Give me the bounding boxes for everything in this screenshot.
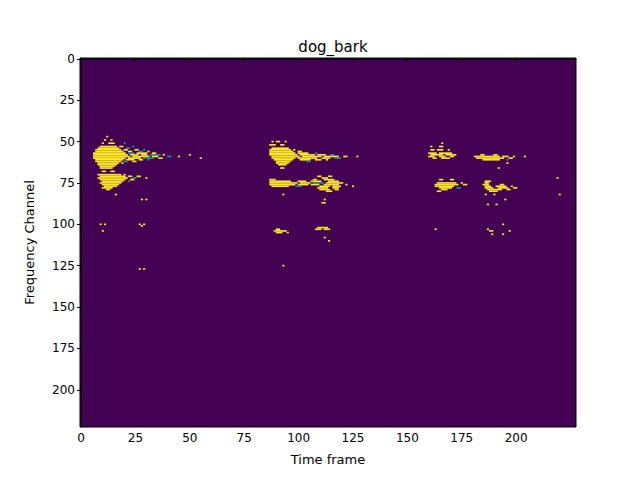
svg-text:50: 50	[182, 431, 197, 445]
svg-text:75: 75	[237, 431, 252, 445]
svg-text:50: 50	[60, 135, 75, 149]
svg-text:75: 75	[60, 176, 75, 190]
svg-text:175: 175	[52, 341, 75, 355]
svg-text:125: 125	[52, 259, 75, 273]
svg-text:150: 150	[52, 300, 75, 314]
svg-text:0: 0	[67, 52, 75, 66]
svg-text:dog_bark: dog_bark	[298, 38, 368, 57]
svg-text:200: 200	[52, 383, 75, 397]
svg-text:0: 0	[77, 431, 85, 445]
svg-text:100: 100	[52, 217, 75, 231]
svg-text:125: 125	[342, 431, 365, 445]
svg-text:200: 200	[505, 431, 528, 445]
svg-text:175: 175	[450, 431, 473, 445]
svg-text:Time frame: Time frame	[290, 452, 366, 467]
svg-text:25: 25	[128, 431, 143, 445]
svg-text:Frequency Channel: Frequency Channel	[22, 180, 37, 305]
svg-text:150: 150	[396, 431, 419, 445]
svg-text:100: 100	[287, 431, 310, 445]
svg-text:25: 25	[60, 93, 75, 107]
